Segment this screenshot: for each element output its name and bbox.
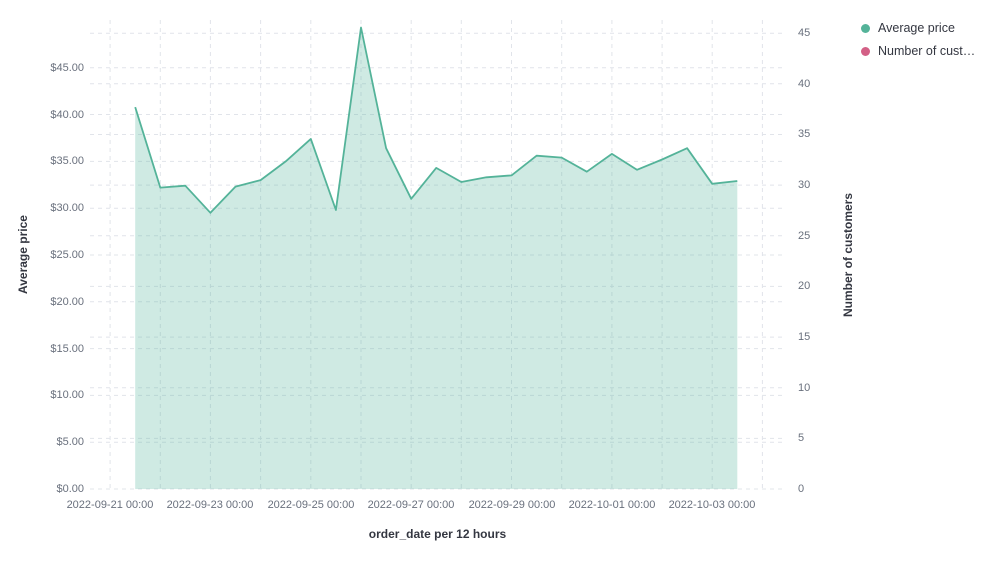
legend-item[interactable]: Average price [861,21,975,35]
right-axis-tick-label: 10 [798,382,811,394]
area-fill [135,27,738,489]
x-axis-title: order_date per 12 hours [368,527,507,541]
x-axis-tick-label: 2022-09-23 00:00 [166,499,254,511]
x-axis-tick-label: 2022-10-01 00:00 [568,499,656,511]
left-axis-tick-label: $45.00 [50,62,84,74]
x-axis-tick-label: 2022-09-25 00:00 [267,499,355,511]
right-axis-tick-label: 45 [798,27,811,39]
left-axis-tick-label: $40.00 [50,109,84,121]
right-axis-tick-label: 30 [798,179,811,191]
area-line [134,26,738,214]
legend-item-label: Average price [878,21,955,35]
right-axis-tick-label: 5 [798,432,805,444]
left-axis-tick-label: $35.00 [50,155,84,167]
x-axis-tick-label: 2022-10-03 00:00 [668,499,756,511]
right-axis-title: Number of customers [841,192,855,317]
legend: Average price Number of cust… [861,21,975,58]
right-axis-tick-label: 40 [798,78,811,90]
x-axis-tick-label: 2022-09-27 00:00 [367,499,455,511]
left-axis-tick-label: $20.00 [50,296,84,308]
left-axis-tick-label: $5.00 [56,436,84,448]
left-axis-tick-label: $10.00 [50,389,84,401]
right-axis-tick-label: 25 [798,230,811,242]
left-axis-tick-label: $15.00 [50,343,84,355]
right-axis-tick-label: 35 [798,128,811,140]
legend-item[interactable]: Number of cust… [861,44,975,58]
x-axis-tick-label: 2022-09-21 00:00 [66,499,154,511]
left-axis-tick-label: $25.00 [50,249,84,261]
legend-item-label: Number of cust… [878,44,976,58]
x-axis-tick-label: 2022-09-29 00:00 [468,499,556,511]
right-axis-tick-label: 0 [798,483,805,495]
right-axis-tick-label: 20 [798,280,811,292]
left-axis-tick-label: $0.00 [56,483,84,495]
right-axis-tick-label: 15 [798,331,811,343]
legend-swatch-icon [861,23,870,33]
legend-swatch-icon [861,46,870,56]
left-axis-tick-label: $30.00 [50,202,84,214]
